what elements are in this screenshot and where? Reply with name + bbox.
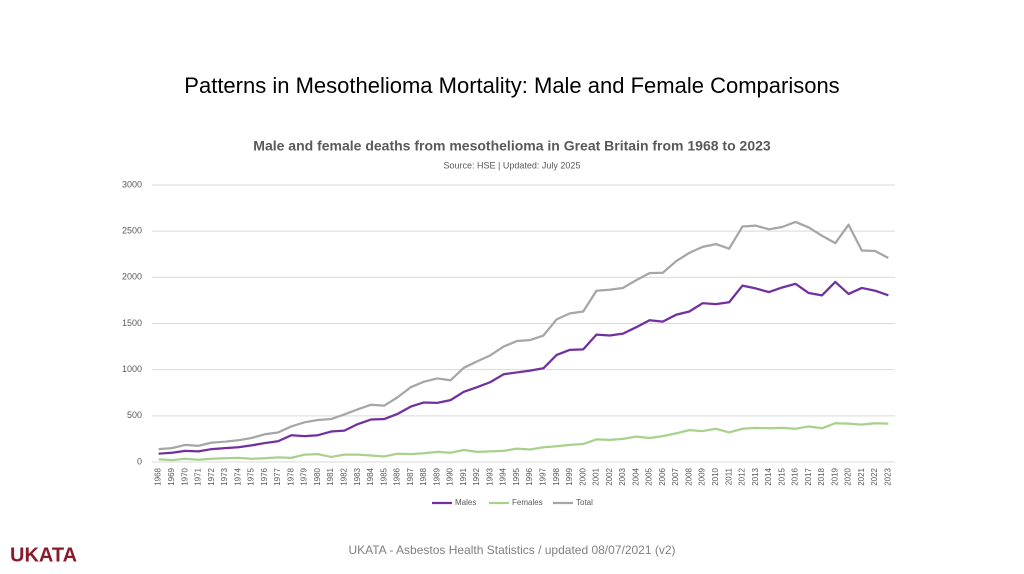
line-series [158, 280, 889, 455]
x-tick-label: 1993 [485, 467, 494, 485]
logo: UKATA [10, 544, 77, 566]
y-tick-label: 500 [127, 410, 142, 420]
x-tick-label: 2011 [724, 467, 733, 485]
x-tick-label: 2013 [751, 467, 760, 485]
x-tick-label: 1975 [247, 467, 256, 485]
x-tick-label: 2002 [605, 467, 614, 485]
x-tick-label: 1974 [233, 467, 242, 485]
x-tick-label: 1988 [419, 467, 428, 485]
line-series [158, 220, 889, 451]
x-tick-label: 1996 [525, 467, 534, 485]
x-tick-label: 1999 [565, 467, 574, 485]
x-tick-label: 1981 [326, 467, 335, 485]
x-tick-label: 1979 [300, 467, 309, 485]
x-tick-label: 1985 [379, 467, 388, 485]
x-tick-label: 1986 [393, 467, 402, 485]
x-tick-label: 2019 [830, 467, 839, 485]
x-tick-label: 2014 [764, 467, 773, 485]
x-tick-label: 2018 [817, 467, 826, 485]
x-tick-label: 1972 [207, 467, 216, 485]
y-tick-label: 1000 [122, 364, 142, 374]
chart: 0 500 1000 1500 2000 2500 3000 1968 1969 1970 1971… [122, 179, 895, 507]
x-tick-label: 2022 [870, 467, 879, 485]
x-tick-label: 1970 [180, 467, 189, 485]
x-tick-label: 1995 [512, 467, 521, 485]
line-series [158, 422, 889, 462]
x-tick-label: 1987 [406, 467, 415, 485]
footer: UKATA - Asbestos Health Statistics / upd… [348, 543, 675, 557]
x-tick-label: 2000 [578, 467, 587, 485]
x-tick-label: 2010 [711, 467, 720, 485]
chart-subtitle: Source: HSE | Updated: July 2025 [444, 160, 581, 170]
chart-title: Male and female deaths from mesothelioma… [253, 138, 771, 154]
y-tick-label: 2000 [122, 272, 142, 282]
x-tick-label: 2023 [883, 467, 892, 485]
x-tick-label: 2016 [791, 467, 800, 485]
x-tick-label: 1984 [366, 467, 375, 485]
x-tick-label: 1980 [313, 467, 322, 485]
x-tick-label: 1998 [552, 467, 561, 485]
x-tick-label: 1982 [339, 467, 348, 485]
x-tick-label: 2001 [592, 467, 601, 485]
x-tick-label: 1973 [220, 467, 229, 485]
x-tick-label: 2006 [658, 467, 667, 485]
x-tick-label: 1994 [499, 467, 508, 485]
x-tick-label: 2021 [857, 467, 866, 485]
slide-title: Patterns in Mesothelioma Mortality: Male… [184, 73, 839, 98]
x-tick-label: 1991 [459, 467, 468, 485]
x-tick-label: 1968 [154, 467, 163, 485]
y-tick-label: 1500 [122, 318, 142, 328]
x-tick-label: 2015 [777, 467, 786, 485]
x-tick-label: 2005 [645, 467, 654, 485]
x-tick-label: 2004 [631, 467, 640, 485]
x-tick-label: 2008 [684, 467, 693, 485]
x-tick-label: 1989 [432, 467, 441, 485]
x-tick-label: 2020 [844, 467, 853, 485]
x-tick-label: 1971 [194, 467, 203, 485]
legend-label: Total [576, 498, 593, 507]
x-tick-label: 1969 [167, 467, 176, 485]
y-tick-label: 0 [137, 456, 142, 466]
x-tick-label: 2009 [698, 467, 707, 485]
x-tick-label: 2003 [618, 467, 627, 485]
x-tick-label: 1978 [286, 467, 295, 485]
x-tick-label: 1992 [472, 467, 481, 485]
x-tick-label: 1997 [539, 467, 548, 485]
x-tick-label: 1977 [273, 467, 282, 485]
y-tick-label: 2500 [122, 226, 142, 236]
y-tick-label: 3000 [122, 179, 142, 189]
legend-label: Males [455, 498, 476, 507]
x-tick-label: 2012 [738, 467, 747, 485]
x-tick-label: 1983 [353, 467, 362, 485]
x-tick-label: 1976 [260, 467, 269, 485]
x-tick-label: 2007 [671, 467, 680, 485]
legend-label: Females [512, 498, 543, 507]
x-tick-label: 2017 [804, 467, 813, 485]
x-tick-label: 1990 [446, 467, 455, 485]
